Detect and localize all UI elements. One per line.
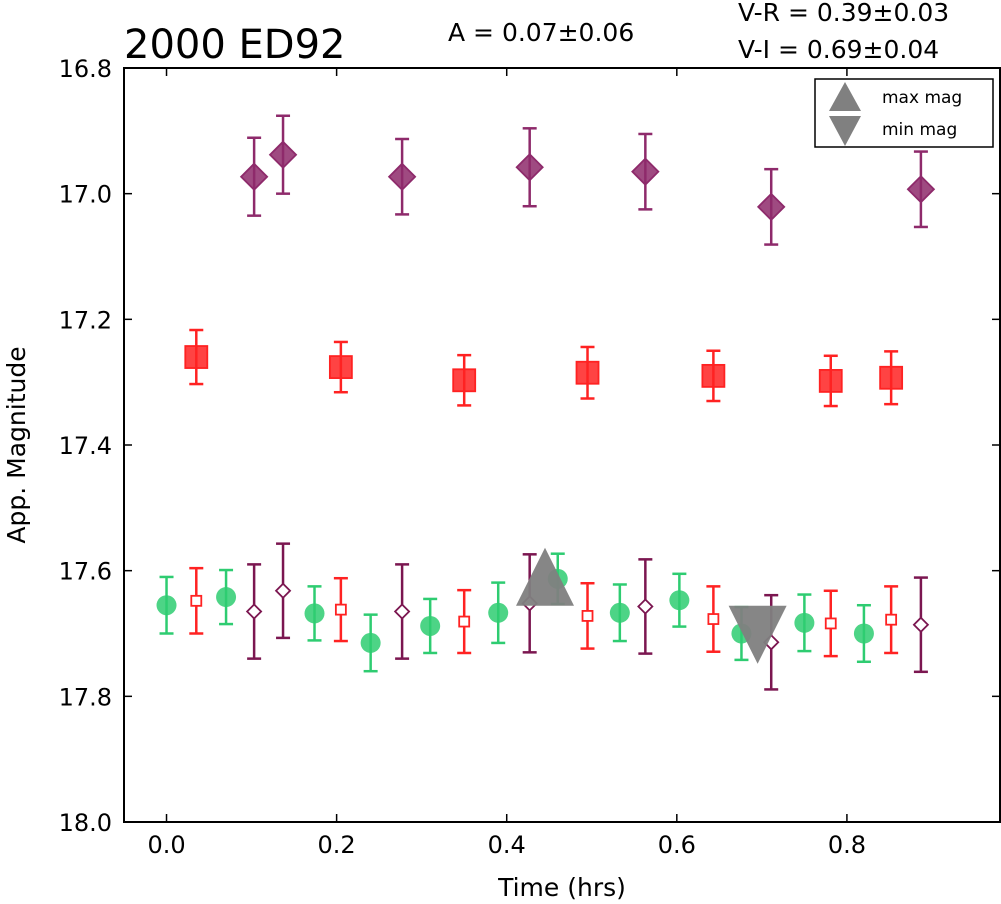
- vr-color-annotation: V-R = 0.39±0.03: [738, 0, 949, 27]
- data-point: [906, 174, 936, 204]
- min-mag-marker: [728, 605, 787, 664]
- data-point: [458, 615, 471, 628]
- legend-max-mag-marker: [829, 82, 861, 111]
- legend-min-mag-label: min mag: [882, 120, 957, 140]
- y-tick-label: 17.6: [59, 558, 112, 586]
- data-point: [190, 594, 203, 607]
- series-V-square-open: [189, 566, 899, 658]
- data-point: [304, 603, 325, 624]
- data-point: [818, 369, 843, 393]
- data-point: [707, 613, 720, 625]
- data-point: [216, 587, 237, 608]
- data-point: [824, 617, 837, 630]
- data-point: [488, 602, 509, 623]
- data-point: [609, 602, 630, 623]
- x-tick-label: 0.2: [318, 831, 356, 859]
- data-point: [853, 623, 874, 644]
- y-tick-label: 16.8: [59, 55, 112, 83]
- legend: max mag min mag: [814, 78, 994, 148]
- data-point: [239, 162, 269, 191]
- data-point: [184, 345, 209, 369]
- series-min-mag: [728, 605, 787, 664]
- y-tick-label: 17.8: [59, 683, 112, 711]
- data-point: [631, 157, 660, 186]
- data-point: [581, 610, 594, 622]
- y-tick-label: 17.4: [59, 432, 112, 460]
- x-tick-label: 0.6: [658, 831, 696, 859]
- amplitude-annotation: A = 0.07±0.06: [448, 18, 634, 47]
- data-point: [794, 612, 815, 633]
- plot-background: [124, 68, 1000, 822]
- data-point: [268, 140, 298, 169]
- legend-max-mag-label: max mag: [882, 88, 962, 108]
- x-tick-label: 0.8: [828, 831, 866, 859]
- data-point: [515, 153, 544, 182]
- data-point: [452, 368, 477, 393]
- data-point: [420, 615, 441, 636]
- data-point: [885, 613, 898, 626]
- y-axis-label: App. Magnitude: [2, 346, 31, 543]
- x-tick-label: 0.4: [488, 831, 526, 859]
- series-V-circle-filled: [156, 552, 874, 673]
- data-point: [879, 365, 904, 390]
- series-R-square-filled: [184, 328, 904, 408]
- x-axis-label: Time (hrs): [497, 873, 626, 902]
- y-tick-label: 17.2: [59, 306, 112, 334]
- x-tick-label: 0.0: [147, 831, 185, 859]
- data-point: [156, 595, 177, 616]
- data-point: [669, 590, 690, 611]
- data-point: [393, 603, 411, 620]
- data-point: [334, 603, 347, 616]
- data-point: [637, 598, 654, 615]
- legend-min-mag-marker: [829, 116, 861, 146]
- data-point: [701, 363, 726, 388]
- data-point: [912, 616, 930, 633]
- vi-color-annotation: V-I = 0.69±0.04: [738, 35, 939, 64]
- y-tick-label: 18.0: [59, 809, 112, 837]
- y-tick-label: 17.0: [59, 181, 112, 209]
- data-point: [360, 632, 381, 653]
- series-I-diamond-filled: [239, 114, 936, 246]
- plot-frame: [123, 67, 1001, 823]
- chart-title: 2000 ED92: [124, 22, 345, 68]
- data-point: [274, 582, 292, 600]
- data-point: [756, 192, 786, 222]
- data-point: [245, 603, 263, 620]
- series-max-mag: [515, 547, 574, 606]
- max-mag-marker: [515, 547, 574, 606]
- data-point: [575, 360, 600, 385]
- data-marks: [156, 114, 936, 691]
- axis-ticks: 0.0 0.2 0.4 0.6 0.8 16.8 17.0 17.2 17.4 17.6 17.8 1…: [59, 55, 1000, 859]
- data-point: [328, 355, 353, 379]
- data-point: [387, 162, 417, 191]
